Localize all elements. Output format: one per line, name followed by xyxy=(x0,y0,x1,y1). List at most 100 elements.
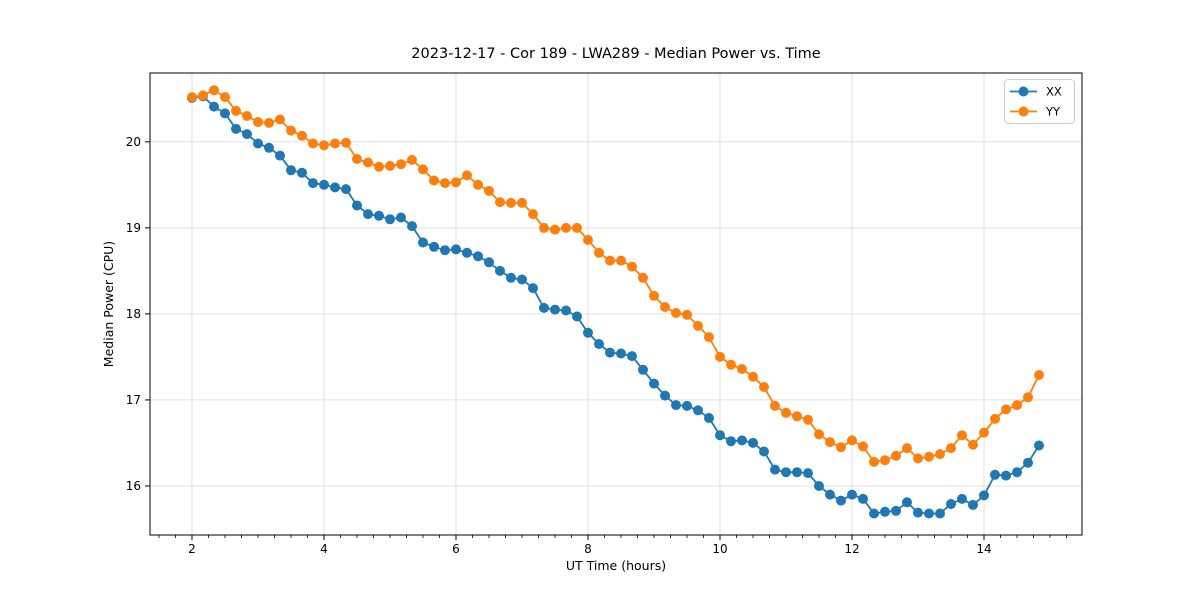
data-point xyxy=(913,507,923,518)
data-point xyxy=(308,138,318,149)
data-point xyxy=(990,469,1000,480)
data-point xyxy=(517,197,527,208)
data-point xyxy=(297,167,307,178)
legend-marker xyxy=(1018,106,1029,117)
y-tick-label: 18 xyxy=(126,307,141,321)
data-point xyxy=(671,308,681,318)
data-point xyxy=(1023,457,1033,468)
data-point xyxy=(880,506,890,517)
data-point xyxy=(594,247,604,258)
x-tick-label: 14 xyxy=(976,542,991,556)
data-point xyxy=(550,304,560,315)
data-point xyxy=(924,508,934,519)
data-point xyxy=(374,161,384,172)
legend-label: XX xyxy=(1046,85,1062,99)
data-point xyxy=(187,92,197,103)
data-point xyxy=(407,221,417,232)
data-point xyxy=(275,114,285,125)
data-point xyxy=(473,251,483,262)
data-point xyxy=(660,390,670,401)
data-point xyxy=(209,85,219,96)
data-point xyxy=(385,160,395,171)
data-point xyxy=(792,467,802,478)
axis-ticks: 2 4 6 8 10 12 14 16 17 18 19 20 xyxy=(126,135,1067,556)
data-point xyxy=(528,283,538,294)
series-XX xyxy=(187,91,1044,519)
data-point xyxy=(847,489,857,500)
data-point xyxy=(704,332,714,343)
data-point xyxy=(715,430,725,441)
data-point xyxy=(781,467,791,478)
y-tick-label: 19 xyxy=(126,221,141,235)
data-point xyxy=(484,185,494,196)
data-point xyxy=(396,159,406,170)
y-tick-label: 17 xyxy=(126,393,141,407)
data-point xyxy=(770,464,780,475)
grid-layer xyxy=(150,73,1082,535)
data-point xyxy=(924,451,934,462)
data-point xyxy=(649,378,659,389)
data-point xyxy=(352,154,362,164)
data-point xyxy=(935,508,945,519)
data-point xyxy=(396,212,406,223)
data-point xyxy=(825,437,835,448)
data-point xyxy=(836,495,846,506)
data-point xyxy=(539,222,549,233)
y-axis-label: Median Power (CPU) xyxy=(101,241,116,367)
data-point xyxy=(539,302,549,313)
data-point xyxy=(231,123,241,134)
data-point xyxy=(792,411,802,422)
data-point xyxy=(803,468,813,479)
data-point xyxy=(253,117,263,127)
data-point xyxy=(264,117,274,128)
data-point xyxy=(979,490,989,501)
data-point xyxy=(220,92,230,103)
data-point xyxy=(506,197,516,208)
data-point xyxy=(330,138,340,149)
data-point xyxy=(693,405,703,416)
data-point xyxy=(902,497,912,508)
data-point xyxy=(528,209,538,220)
data-point xyxy=(781,407,791,418)
data-point xyxy=(495,197,505,208)
data-point xyxy=(275,150,285,161)
data-point xyxy=(220,108,230,119)
data-point xyxy=(704,413,714,423)
y-tick-label: 16 xyxy=(126,479,141,493)
x-tick-label: 8 xyxy=(584,542,592,556)
data-point xyxy=(616,255,626,266)
data-point xyxy=(682,400,692,411)
series-YY xyxy=(187,85,1044,467)
data-point xyxy=(770,400,780,411)
series-layer xyxy=(187,85,1044,519)
data-point xyxy=(869,508,879,519)
data-point xyxy=(902,443,912,454)
data-point xyxy=(1034,440,1044,451)
data-point xyxy=(418,164,428,175)
data-point xyxy=(627,351,637,362)
y-tick-label: 20 xyxy=(126,135,141,149)
data-point xyxy=(748,371,758,382)
data-point xyxy=(847,435,857,446)
data-point xyxy=(363,209,373,220)
data-point xyxy=(605,347,615,358)
x-tick-label: 2 xyxy=(188,542,196,556)
data-point xyxy=(330,182,340,193)
data-point xyxy=(495,265,505,276)
data-point xyxy=(572,222,582,233)
data-point xyxy=(946,443,956,454)
data-point xyxy=(462,247,472,258)
data-point xyxy=(440,245,450,256)
data-point xyxy=(385,214,395,225)
data-point xyxy=(869,456,879,467)
data-point xyxy=(473,179,483,190)
x-tick-label: 4 xyxy=(320,542,328,556)
data-point xyxy=(1023,392,1033,403)
data-point xyxy=(1034,370,1044,380)
data-point xyxy=(319,140,329,151)
data-point xyxy=(671,400,681,411)
data-point xyxy=(880,455,890,466)
data-point xyxy=(616,348,626,359)
